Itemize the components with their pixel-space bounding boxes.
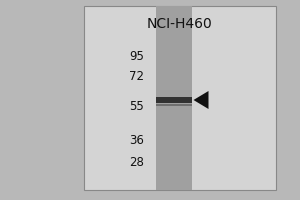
Text: 72: 72 (129, 70, 144, 82)
Text: NCI-H460: NCI-H460 (147, 17, 213, 31)
Text: 55: 55 (129, 99, 144, 112)
Text: 36: 36 (129, 134, 144, 146)
Text: 95: 95 (129, 49, 144, 62)
Text: 28: 28 (129, 156, 144, 168)
